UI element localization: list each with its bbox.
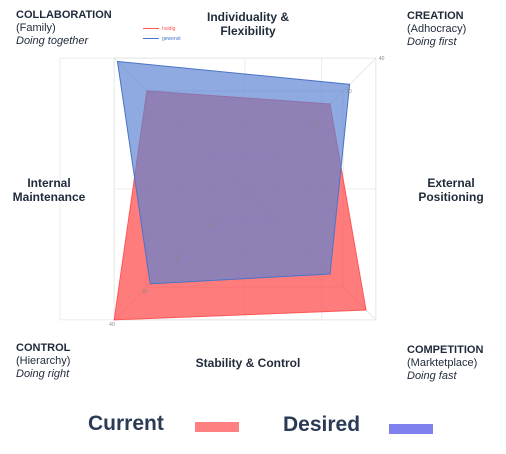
corner-subtitle: (Hierarchy) xyxy=(16,355,71,367)
corner-collaboration: COLLABORATION (Family) Doing together xyxy=(16,9,112,48)
corner-tagline: Doing first xyxy=(407,36,457,48)
tick-label: 30 xyxy=(346,89,352,95)
corner-creation: CREATION (Adhocracy) Doing first xyxy=(407,10,466,49)
tick-label: 40 xyxy=(109,322,115,328)
mini-legend-desired: gewenst xyxy=(143,36,181,42)
corner-tagline: Doing right xyxy=(16,368,70,380)
corner-tagline: Doing together xyxy=(16,35,89,47)
tick-label: 30 xyxy=(142,289,148,295)
corner-subtitle: (Adhocracy) xyxy=(407,23,467,35)
axis-label-left: Internal Maintenance xyxy=(12,176,86,204)
corner-subtitle: (Marktetplace) xyxy=(407,357,478,369)
corner-title: CREATION xyxy=(407,10,464,22)
corner-title: COLLABORATION xyxy=(16,9,112,21)
legend-current-swatch xyxy=(195,422,239,432)
series-desired-area xyxy=(116,60,351,285)
corner-tagline: Doing fast xyxy=(407,370,457,382)
legend-desired-swatch xyxy=(389,424,433,434)
tick-label: 20 xyxy=(313,122,319,128)
mini-legend-current: huidig xyxy=(143,26,181,32)
legend-current-label: Current xyxy=(88,412,164,435)
radar-tick-labels: 20 30 40 10 20 30 40 xyxy=(109,56,384,328)
tick-label: 10 xyxy=(207,224,213,230)
corner-competition: COMPETITION (Marktetplace) Doing fast xyxy=(407,344,483,383)
legend-desired-label: Desired xyxy=(283,413,361,436)
axis-label-bottom: Stability & Control xyxy=(195,356,301,370)
corner-title: CONTROL xyxy=(16,342,71,354)
tick-label: 40 xyxy=(379,56,385,62)
axis-label-right: External Positioning xyxy=(418,176,484,204)
radar-series xyxy=(113,60,367,321)
radar-chart: 20 30 40 10 20 30 40 xyxy=(59,56,385,328)
corner-subtitle: (Family) xyxy=(16,22,56,34)
corner-control: CONTROL (Hierarchy) Doing right xyxy=(16,342,70,381)
tick-label: 20 xyxy=(175,256,181,262)
corner-title: COMPETITION xyxy=(407,344,484,356)
mini-legend: huidig gewenst xyxy=(143,26,181,42)
axis-label-top: Individuality & Flexibility xyxy=(206,10,289,38)
